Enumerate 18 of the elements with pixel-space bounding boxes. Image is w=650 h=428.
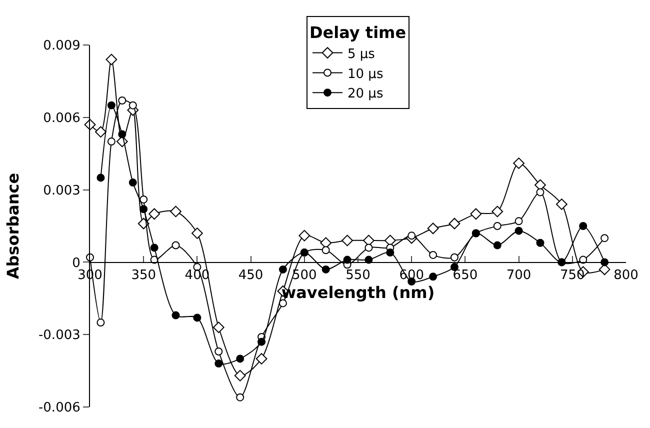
legend-label: 20 µs	[348, 86, 384, 102]
x-tick-label: 350	[131, 268, 156, 283]
y-tick-label: 0.009	[43, 38, 80, 54]
y-tick-label: 0	[72, 256, 80, 271]
y-tick-label: 0.003	[43, 183, 80, 198]
x-tick-label: 550	[346, 268, 370, 283]
legend-label: 5 µs	[348, 46, 376, 62]
x-tick-label: 450	[238, 268, 264, 283]
legend-label: 10 µs	[348, 66, 384, 82]
legend-title: Delay time	[310, 22, 406, 42]
y-tick-label: -0.006	[38, 400, 80, 416]
x-tick-label: 800	[614, 268, 638, 283]
x-tick-label: 650	[452, 268, 478, 283]
x-tick-label: 700	[506, 268, 532, 283]
y-axis-title: Absorbance	[3, 172, 22, 280]
y-tick-label: 0.006	[43, 110, 80, 126]
y-tick-label: -0.003	[38, 328, 80, 344]
x-tick-label: 500	[292, 268, 317, 283]
